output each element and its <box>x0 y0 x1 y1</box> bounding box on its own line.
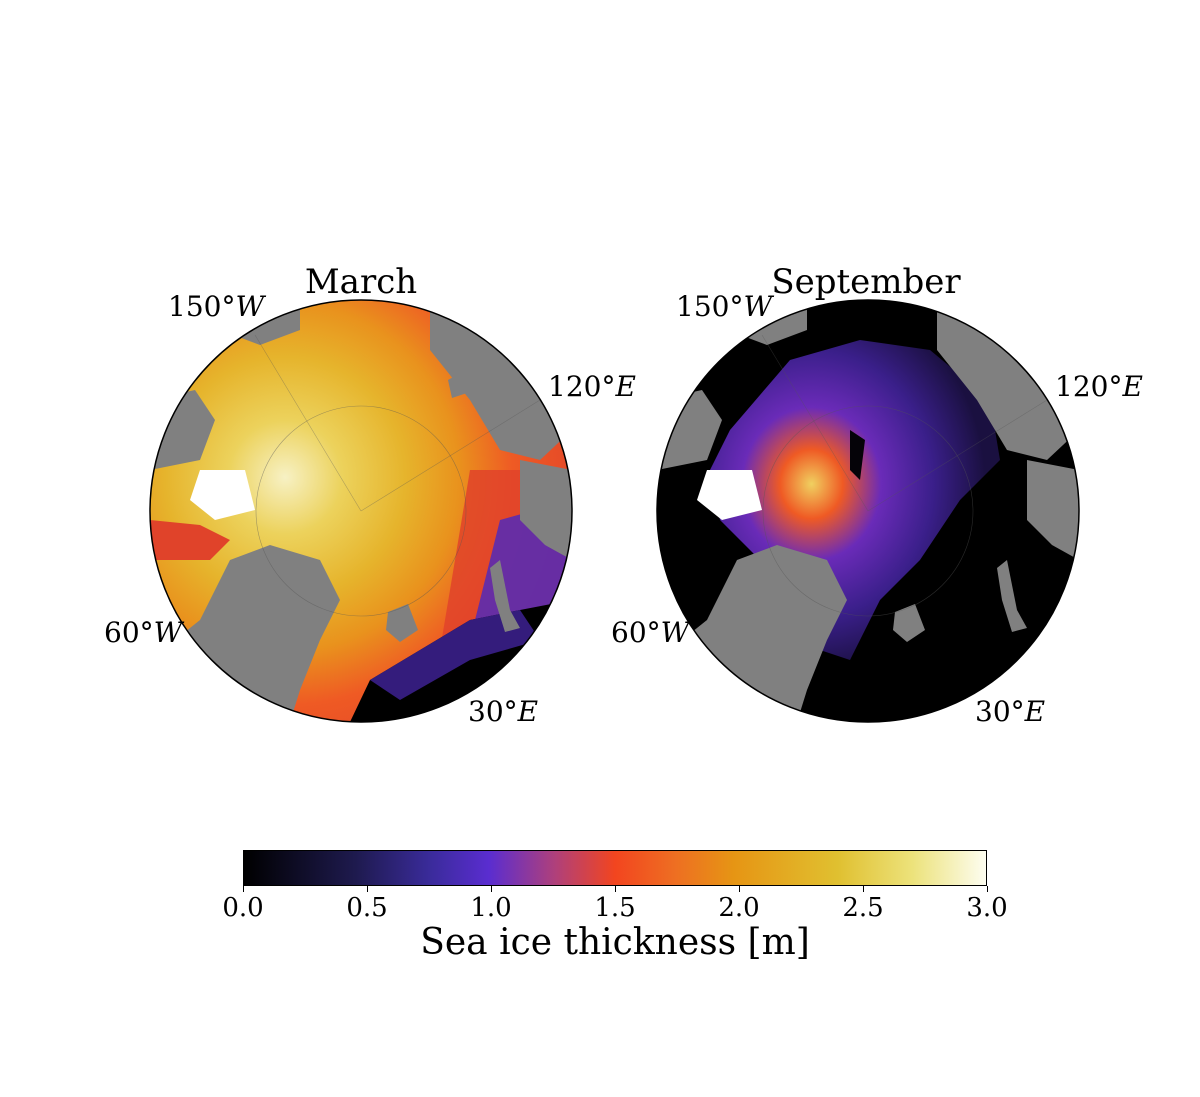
colorbar-tick-mark <box>738 886 740 892</box>
march-lon-150w-label: 150°W <box>168 290 265 323</box>
march-lon-60w-label: 60°W <box>104 616 183 649</box>
september-lon-30e-label: 30°E <box>975 695 1046 728</box>
colorbar-tick-mark <box>490 886 492 892</box>
colorbar-tick-label: 0.5 <box>346 893 388 923</box>
colorbar-tick-label: 3.0 <box>966 893 1008 923</box>
colorbar-tick-label: 0.0 <box>222 893 264 923</box>
colorbar-label: Sea ice thickness [m] <box>420 922 810 963</box>
colorbar-tick-label: 1.5 <box>594 893 636 923</box>
colorbar-tick-label: 1.0 <box>470 893 512 923</box>
colorbar-tick-label: 2.0 <box>718 893 760 923</box>
september-panel-title: September <box>771 262 961 302</box>
september-lon-60w-label: 60°W <box>611 616 690 649</box>
colorbar-tick-label: 2.5 <box>842 893 884 923</box>
colorbar-tick-mark <box>242 886 244 892</box>
colorbar-tick-mark <box>614 886 616 892</box>
march-lon-120e-label: 120°E <box>548 370 636 403</box>
september-lon-150w-label: 150°W <box>676 290 773 323</box>
colorbar-tick-mark <box>986 886 988 892</box>
colorbar <box>243 850 987 886</box>
september-lon-120e-label: 120°E <box>1055 370 1143 403</box>
colorbar-tick-mark <box>366 886 368 892</box>
colorbar-tick-mark <box>862 886 864 892</box>
march-lon-30e-label: 30°E <box>468 695 539 728</box>
march-panel-title: March <box>304 262 418 302</box>
